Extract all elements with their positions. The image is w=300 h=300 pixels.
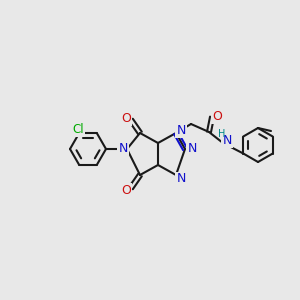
Text: N: N [176, 124, 186, 136]
Text: O: O [212, 110, 222, 122]
Text: O: O [121, 184, 131, 196]
Text: N: N [176, 172, 186, 185]
Text: N: N [118, 142, 128, 155]
Text: N: N [187, 142, 197, 155]
Text: Cl: Cl [72, 123, 84, 136]
Text: H: H [218, 129, 226, 139]
Text: N: N [222, 134, 232, 146]
Text: O: O [121, 112, 131, 124]
